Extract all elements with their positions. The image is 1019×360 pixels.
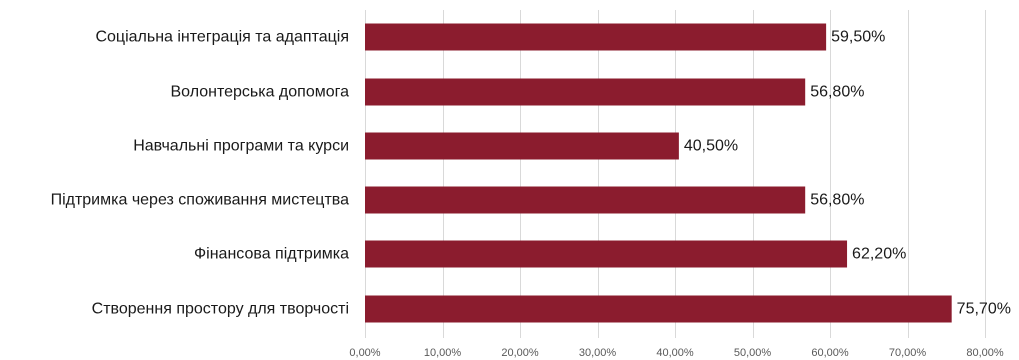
value-label: 56,80% — [810, 84, 864, 101]
value-labels: 59,50% 56,80% 40,50% 56,80% 62,20% 75,70% — [684, 29, 1011, 318]
value-label: 62,20% — [852, 246, 906, 263]
x-tick-label: 50,00% — [734, 347, 772, 359]
category-label: Соціальна інтеграція та адаптація — [95, 29, 349, 46]
bars — [365, 23, 952, 323]
bar — [365, 240, 848, 268]
x-tick-label: 80,00% — [966, 347, 1004, 359]
x-tick-label: 30,00% — [579, 347, 617, 359]
value-label: 40,50% — [684, 138, 738, 155]
category-label: Підтримка через споживання мистецтва — [51, 192, 350, 209]
x-tick-label: 20,00% — [501, 347, 539, 359]
bar — [365, 295, 952, 323]
x-tick-label: 40,00% — [656, 347, 694, 359]
category-label: Навчальні програми та курси — [133, 138, 349, 155]
x-tick-label: 60,00% — [811, 347, 849, 359]
bar — [365, 78, 806, 106]
category-label: Створення простору для творчості — [92, 301, 349, 318]
x-axis-ticks: 0,00% 10,00% 20,00% 30,00% 40,00% 50,00% 60,00… — [349, 347, 1003, 359]
value-label: 56,80% — [810, 192, 864, 209]
category-labels: Соціальна інтеграція та адаптація Волонте… — [51, 29, 350, 318]
value-label: 75,70% — [957, 301, 1011, 318]
gridlines — [365, 10, 986, 338]
x-tick-label: 70,00% — [889, 347, 927, 359]
category-label: Фінансова підтримка — [194, 246, 349, 263]
x-tick-label: 0,00% — [349, 347, 380, 359]
value-label: 59,50% — [831, 29, 885, 46]
category-label: Волонтерська допомога — [170, 84, 349, 101]
bar — [365, 23, 827, 51]
bar — [365, 186, 806, 214]
bar — [365, 132, 679, 160]
x-tick-label: 10,00% — [424, 347, 462, 359]
